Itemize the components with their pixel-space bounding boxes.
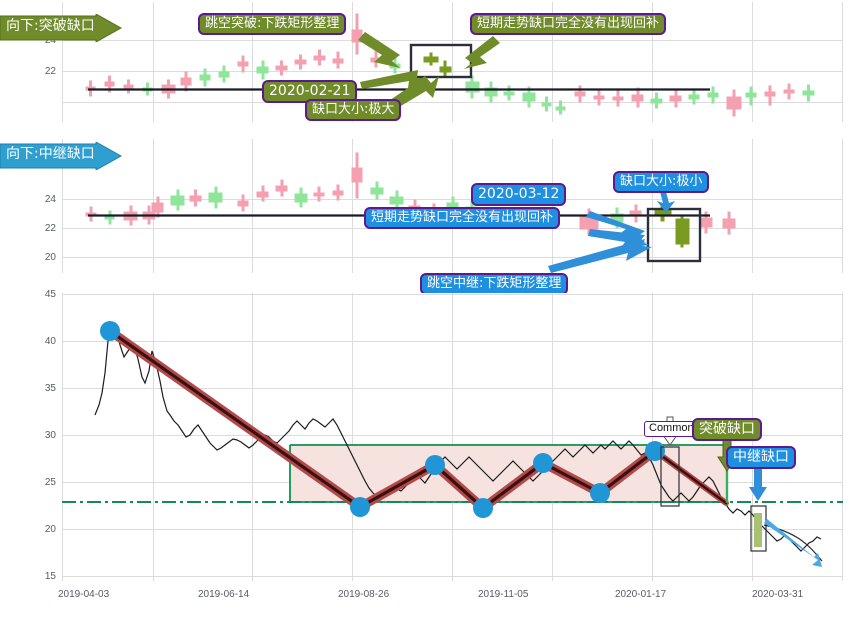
top-panel-canvas — [62, 2, 843, 122]
main-ytick-30: 30 — [44, 430, 56, 441]
top-panel: 24 22 向下:突破缺口 跳空突破:下跌矩形整理 短期走势缺口完全没有出现回补… — [0, 0, 851, 133]
middle-banner-runaway-gap: 向下:中继缺口 — [0, 142, 122, 170]
middle-highlight-candles — [654, 204, 690, 248]
main-ytick-25: 25 — [44, 477, 56, 488]
main-xtick-2: 2019-06-14 — [198, 589, 250, 600]
middle-panel-canvas — [62, 139, 843, 273]
main-tag-breakaway-gap: 突破缺口 — [692, 418, 762, 441]
middle-annotation-arrows — [548, 188, 675, 273]
main-tag-common: Common — [644, 421, 699, 437]
main-xtick-6: 2020-03-31 — [752, 589, 804, 600]
top-note-nofill: 短期走势缺口完全没有出现回补 — [470, 13, 667, 35]
main-ytick-20: 20 — [44, 524, 56, 535]
main-ytick-45: 45 — [44, 289, 56, 300]
top-banner-breakaway-gap: 向下:突破缺口 — [0, 14, 122, 42]
main-xtick-1: 2019-04-03 — [58, 589, 110, 600]
main-chart-canvas — [62, 293, 843, 581]
top-banner-label: 向下:突破缺口 — [6, 18, 95, 34]
zigzag-pivot-dots — [100, 321, 665, 518]
top-candles — [85, 13, 815, 117]
middle-note-date: 2020-03-12 — [471, 183, 567, 206]
middle-note-nofill: 短期走势缺口完全没有出现回补 — [364, 207, 561, 229]
middle-banner-label: 向下:中继缺口 — [6, 146, 95, 162]
middle-ytick-22: 22 — [44, 223, 56, 234]
main-xtick-5: 2020-01-17 — [615, 589, 667, 600]
runaway-gap-marker — [749, 463, 767, 552]
top-note-breakout: 跳空突破:下跌矩形整理 — [198, 13, 347, 35]
top-highlight-candles — [423, 52, 452, 78]
main-xtick-3: 2019-08-26 — [338, 589, 390, 600]
main-ytick-40: 40 — [44, 336, 56, 347]
middle-gap-focus-box — [646, 207, 702, 263]
middle-note-continuation: 跳空中继:下跌矩形整理 — [420, 273, 569, 295]
main-ytick-35: 35 — [44, 383, 56, 394]
middle-grid-vertical — [62, 139, 843, 273]
main-grid-horizontal — [62, 294, 843, 577]
middle-ytick-24: 24 — [44, 194, 56, 205]
main-xtick-4: 2019-11-05 — [478, 589, 529, 600]
top-note-date: 2020-02-21 — [262, 80, 358, 103]
middle-note-gapsize: 缺口大小:极小 — [613, 171, 710, 193]
price-line — [94, 321, 822, 552]
middle-panel: 24 22 20 向下:中继缺口 2020-03-12 缺口大小:极小 短期走势… — [0, 133, 851, 295]
middle-ytick-20: 20 — [44, 252, 56, 263]
top-ytick-22: 22 — [44, 66, 56, 77]
main-ytick-15: 15 — [44, 571, 56, 582]
main-chart-panel: 45 40 35 30 25 20 15 2019-04-03 2019-06-… — [0, 285, 851, 617]
main-tag-runaway-gap: 中继缺口 — [726, 446, 796, 469]
runaway-gap-pointer — [763, 519, 823, 567]
top-note-gapsize: 缺口大小:极大 — [305, 99, 402, 121]
